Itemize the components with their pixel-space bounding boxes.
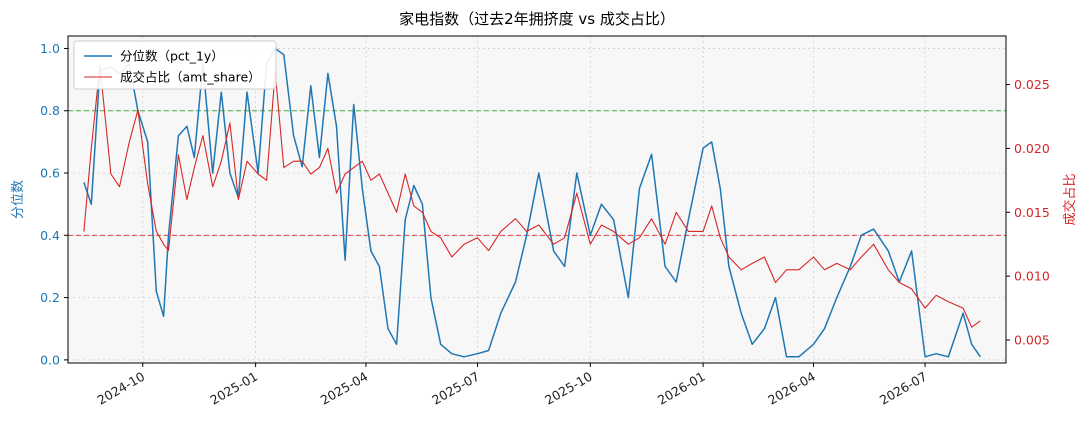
legend-box	[73, 40, 277, 90]
y-right-tick-label: 0.015	[1014, 205, 1050, 220]
y-left-tick-label: 0.2	[40, 290, 60, 305]
y-left-tick-label: 1.0	[40, 41, 60, 56]
y-right-tick-label: 0.005	[1014, 333, 1050, 348]
y-left-tick-label: 0.6	[40, 166, 60, 181]
series-layer	[83, 47, 981, 358]
x-tick-label: 2026-01	[655, 369, 708, 408]
x-tick-label: 2025-01	[207, 369, 260, 408]
y-right-tick-label: 0.020	[1014, 141, 1050, 156]
plot-area	[68, 36, 1006, 363]
y-right-tick-label: 0.010	[1014, 269, 1050, 284]
x-tick-label: 2026-07	[877, 369, 930, 408]
plot-frame	[67, 35, 1007, 364]
legend-label-amt-share: 成交占比（amt_share）	[120, 70, 261, 85]
y-axis-left-label: 分位数	[11, 180, 26, 219]
series-line-pct	[83, 47, 981, 358]
legend: 分位数（pct_1y） 成交占比（amt_share）	[73, 40, 277, 90]
legend-label-pct: 分位数（pct_1y）	[120, 49, 224, 64]
series-line-amt-share	[83, 64, 981, 328]
x-tick-label: 2025-04	[318, 369, 371, 408]
y-right-tick-label: 0.025	[1014, 77, 1050, 92]
y-axis-right-label: 成交占比	[1062, 173, 1078, 225]
y-left-tick-label: 0.4	[40, 228, 60, 243]
y-left-tick-label: 0.8	[40, 103, 60, 118]
x-tick-label: 2025-10	[542, 369, 595, 408]
reference-lines	[68, 110, 1006, 236]
x-tick-label: 2024-10	[95, 369, 148, 408]
chart-title: 家电指数（过去2年拥挤度 vs 成交占比）	[399, 10, 675, 28]
x-tick-label: 2025-07	[429, 369, 482, 408]
x-tick-label: 2026-04	[765, 369, 818, 408]
y-left-tick-label: 0.0	[40, 352, 60, 367]
